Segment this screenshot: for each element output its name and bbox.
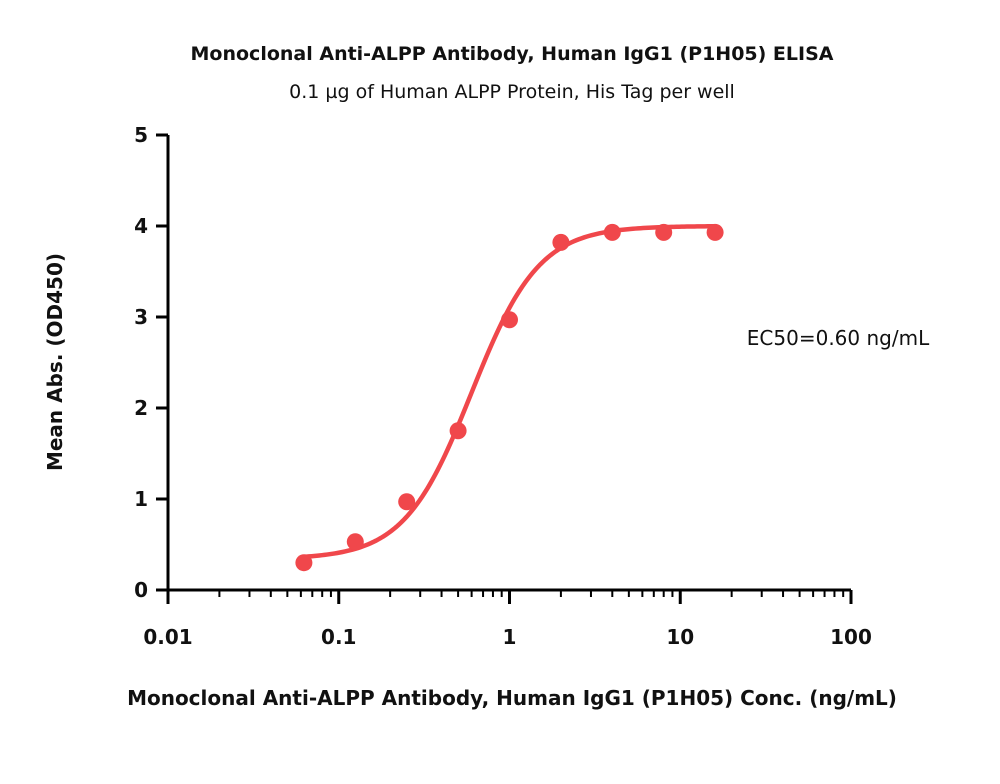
chart-subtitle: 0.1 µg of Human ALPP Protein, His Tag pe… — [289, 81, 735, 103]
ec50-annotation: EC50=0.60 ng/mL — [747, 326, 930, 350]
y-tick-label: 2 — [134, 396, 148, 420]
data-point — [346, 533, 364, 551]
data-point — [449, 422, 467, 440]
data-point — [295, 554, 313, 572]
y-ticks: 0 1 2 3 4 5 — [134, 123, 168, 602]
data-point — [552, 233, 570, 251]
data-points — [295, 223, 724, 572]
x-tick-label: 0.01 — [143, 625, 192, 649]
x-tick-label: 0.1 — [321, 625, 356, 649]
data-point — [398, 493, 416, 511]
data-point — [501, 311, 518, 329]
x-tick-label: 100 — [830, 625, 872, 649]
data-point — [655, 223, 673, 241]
y-tick-label: 1 — [134, 487, 148, 511]
y-tick-label: 0 — [134, 578, 148, 602]
x-tick-label: 10 — [666, 625, 694, 649]
y-tick-label: 4 — [134, 214, 148, 238]
data-point — [706, 223, 724, 241]
y-tick-label: 5 — [134, 123, 148, 147]
data-point — [603, 223, 621, 241]
chart-title: Monoclonal Anti-ALPP Antibody, Human IgG… — [191, 43, 834, 65]
x-tick-label: 1 — [503, 625, 517, 649]
x-ticks: 0.01 0.1 1 10 100 — [143, 590, 872, 649]
x-axis-label: Monoclonal Anti-ALPP Antibody, Human IgG… — [127, 686, 897, 710]
fit-curve — [301, 223, 718, 560]
axes — [166, 135, 851, 592]
y-axis-label: Mean Abs. (OD450) — [43, 253, 67, 471]
y-tick-label: 3 — [134, 305, 148, 329]
